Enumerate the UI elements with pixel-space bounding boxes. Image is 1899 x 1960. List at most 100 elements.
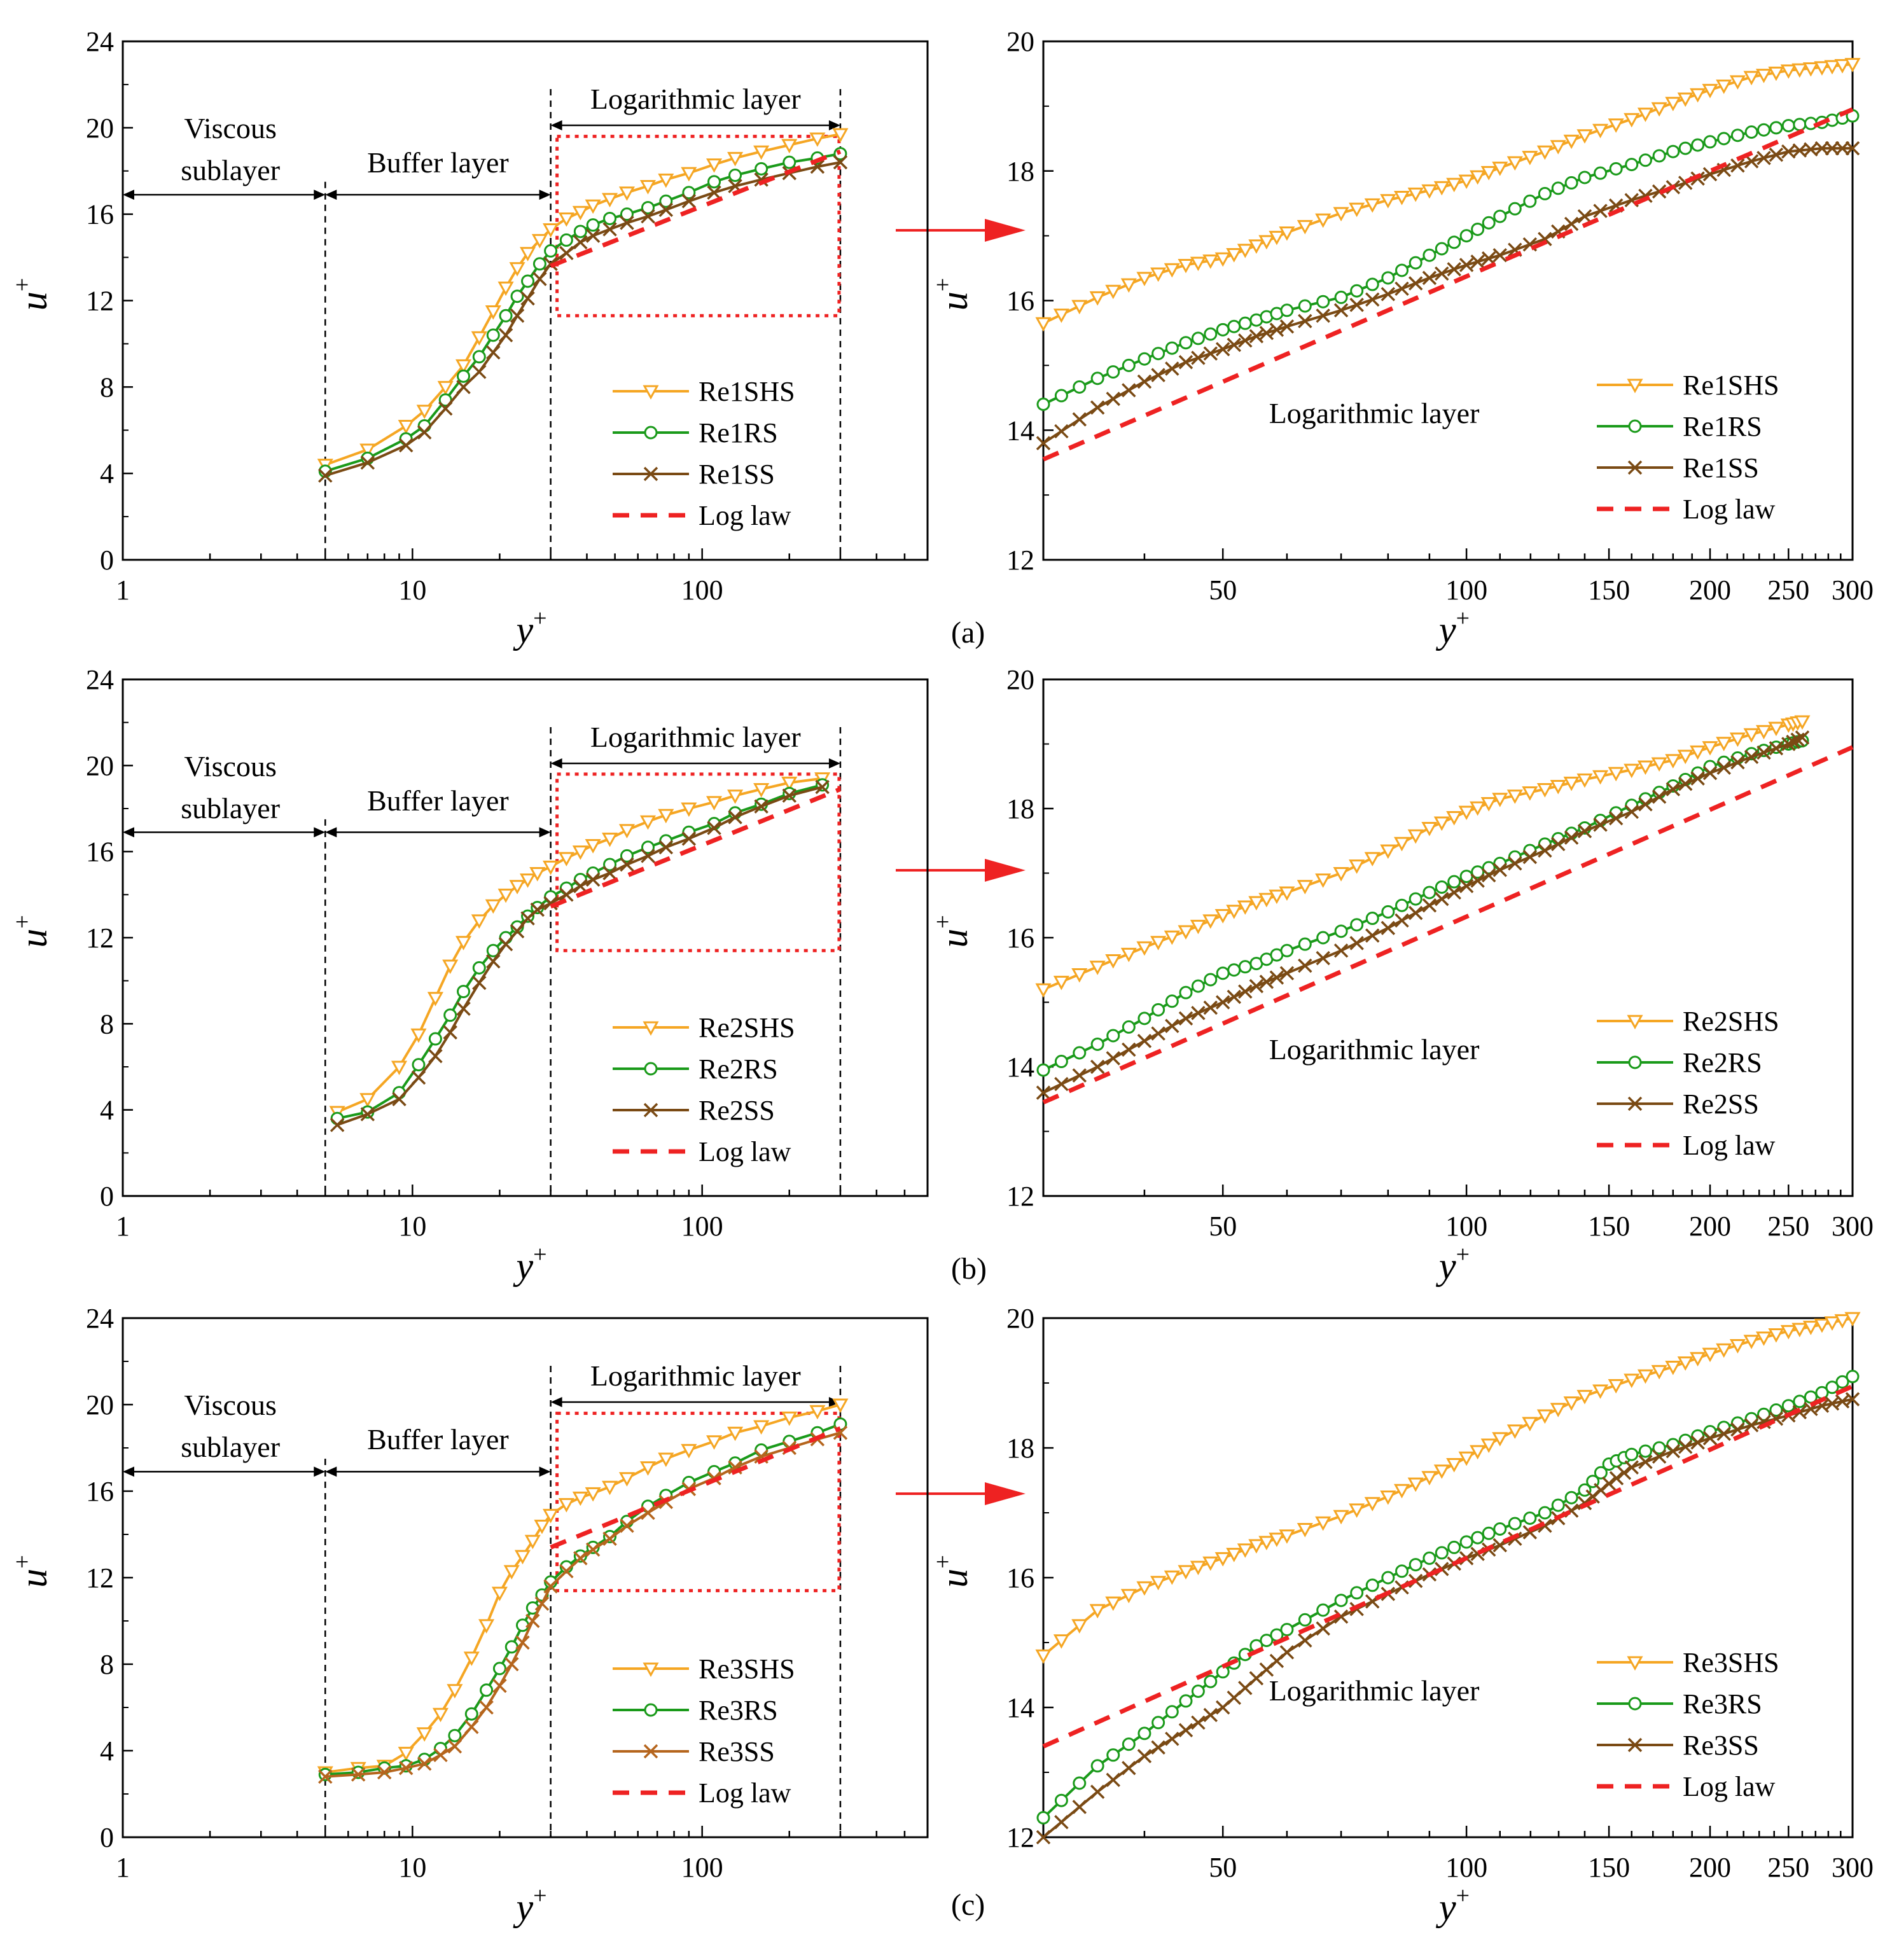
data-point — [1756, 1407, 1770, 1421]
data-point — [437, 380, 454, 396]
data-point — [428, 1032, 442, 1046]
data-point — [1333, 1609, 1349, 1624]
data-point — [360, 1107, 375, 1122]
data-point — [1702, 765, 1718, 781]
data-point — [492, 1678, 507, 1693]
data-point — [1435, 1546, 1449, 1560]
data-point — [1666, 782, 1681, 796]
data-point — [1421, 1471, 1438, 1485]
data-point — [1845, 141, 1860, 156]
x-tick-label: 250 — [1767, 1852, 1809, 1883]
data-point — [1638, 796, 1653, 812]
data-point — [1248, 896, 1265, 911]
y-axis-title: u+ — [929, 278, 975, 310]
data-point — [1106, 365, 1120, 379]
data-point — [1090, 1784, 1105, 1799]
data-point — [1564, 1491, 1578, 1505]
legend-item: Re2SS — [1597, 1088, 1759, 1120]
legend-item: Log law — [1597, 1771, 1776, 1802]
data-point — [1730, 755, 1745, 770]
data-point — [1106, 1029, 1120, 1043]
x-axis-title: y+ — [512, 605, 546, 651]
data-point — [1409, 892, 1423, 906]
data-point — [1334, 290, 1348, 304]
data-point — [707, 185, 721, 200]
legend: Re1SHS Re1RS Re1SS Log law — [613, 376, 795, 531]
data-point — [1165, 1018, 1179, 1033]
buffer-label: Buffer layer — [367, 1423, 509, 1456]
data-point — [1333, 943, 1349, 958]
chart-a-left: 1 10 100 0 4 8 12 16 20 24 y+ u+ Viscous sublayer Buff… — [9, 26, 929, 651]
data-point — [1578, 170, 1592, 184]
data-point — [1608, 1379, 1624, 1394]
data-point — [532, 257, 546, 271]
data-point — [1792, 143, 1807, 158]
data-point — [1238, 960, 1252, 974]
data-point — [529, 867, 546, 882]
data-point — [510, 309, 525, 323]
data-point — [572, 1491, 588, 1506]
data-point — [1106, 1051, 1120, 1066]
data-point — [1702, 1347, 1718, 1363]
legend-label: Re1RS — [1683, 411, 1762, 442]
legend-label: Re2RS — [1683, 1047, 1762, 1078]
data-point — [1716, 737, 1732, 751]
data-point — [603, 211, 617, 225]
y-tick-label: 16 — [1006, 286, 1034, 317]
data-point — [620, 216, 634, 230]
data-point — [1298, 937, 1312, 951]
data-point — [1258, 1536, 1275, 1550]
data-point — [1835, 1375, 1849, 1389]
legend-marker — [1627, 1737, 1643, 1753]
x-axis-title: y+ — [512, 1241, 546, 1287]
data-point — [1492, 793, 1508, 807]
data-point — [509, 262, 525, 277]
series-Re2SHS — [1035, 715, 1811, 998]
data-point — [1316, 931, 1330, 945]
data-point — [472, 975, 487, 990]
data-point — [1435, 891, 1449, 907]
data-point — [360, 455, 375, 470]
data-point — [1150, 1576, 1167, 1590]
legend-marker — [643, 1744, 658, 1759]
data-point — [1279, 1529, 1295, 1544]
data-point — [1316, 295, 1330, 309]
viscous-label: Viscous — [184, 112, 276, 144]
viscous-range-arrow-head-right — [314, 1466, 326, 1477]
y-tick-label: 12 — [1006, 545, 1034, 576]
series-Re1RS — [318, 147, 847, 478]
y-tick-label: 12 — [86, 286, 114, 317]
data-point — [658, 840, 674, 855]
data-point — [1609, 1471, 1624, 1485]
data-point — [1717, 132, 1731, 146]
data-point — [1381, 905, 1395, 919]
legend-label: Re1SHS — [1683, 370, 1779, 401]
data-point — [1551, 1498, 1565, 1512]
series-Log law — [1042, 107, 1854, 462]
data-point — [1793, 118, 1807, 132]
data-point — [416, 405, 433, 419]
data-point — [1482, 1526, 1496, 1540]
data-point — [1551, 181, 1565, 195]
data-point — [1381, 921, 1396, 936]
data-point — [1433, 816, 1450, 831]
data-point — [1769, 121, 1783, 135]
data-point — [1576, 1389, 1593, 1405]
data-point — [620, 857, 634, 872]
data-point — [1136, 272, 1153, 286]
x-tick-label: 100 — [681, 574, 723, 606]
data-point — [1165, 341, 1179, 355]
data-point — [1280, 303, 1294, 317]
y-tick-label: 20 — [86, 113, 114, 144]
data-point — [377, 1765, 392, 1780]
data-point — [1844, 1312, 1861, 1327]
data-point — [1755, 69, 1772, 83]
x-axis-title: y+ — [1435, 1882, 1470, 1928]
data-point — [1179, 336, 1193, 350]
data-point — [1536, 783, 1553, 798]
series-Log law — [550, 1426, 842, 1550]
x-tick-label: 50 — [1209, 1211, 1237, 1242]
data-point — [543, 860, 559, 875]
data-point — [514, 1550, 531, 1565]
legend-marker — [1627, 379, 1643, 394]
